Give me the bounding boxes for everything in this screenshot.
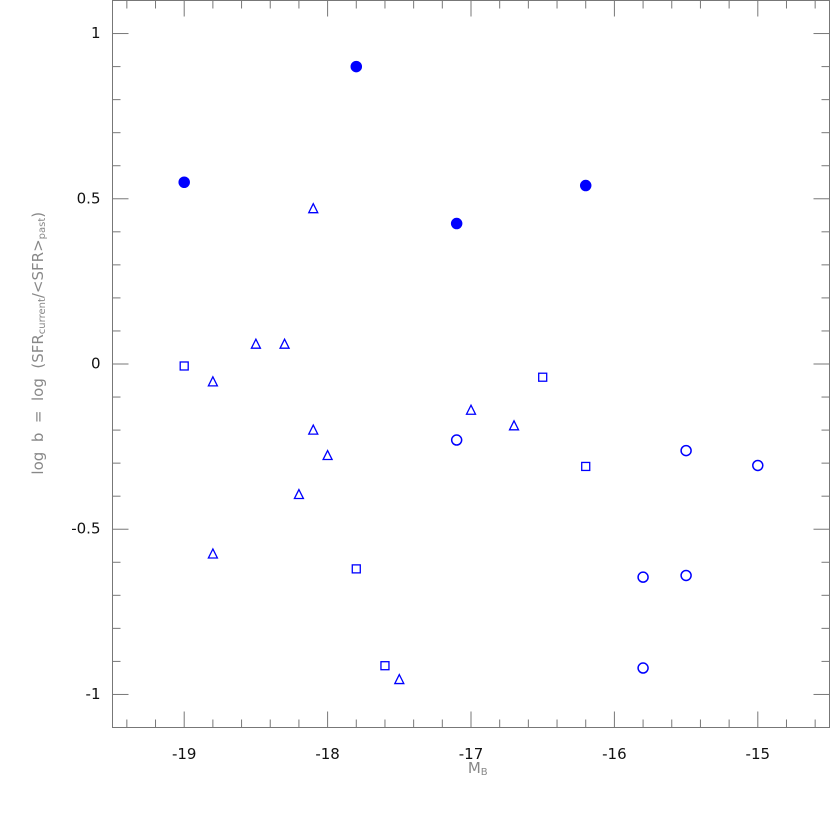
point: [207, 375, 219, 387]
y-title-sub: current: [37, 298, 48, 334]
y-title-part: ): [29, 212, 47, 218]
point: [465, 403, 477, 415]
point: [250, 337, 262, 349]
y-tick-label: -0.5: [71, 520, 100, 538]
point: [293, 488, 305, 500]
point: [307, 202, 319, 214]
y-axis-title: log b = log (SFRcurrent/<SFR>past): [29, 198, 49, 499]
point: [350, 60, 363, 73]
y-title-part: log b = log (SFR: [29, 334, 47, 474]
x-title-main: M: [468, 759, 481, 777]
x-tick-label: -18: [315, 745, 340, 763]
point: [351, 564, 361, 574]
y-title-part: /<SFR>: [29, 239, 47, 298]
point: [393, 673, 405, 685]
y-tick-label: 1: [91, 24, 101, 42]
point: [179, 361, 189, 371]
x-title-sub: B: [481, 767, 488, 778]
point: [680, 569, 692, 582]
y-tick-label: -1: [86, 685, 101, 703]
point: [680, 444, 692, 457]
point: [579, 179, 592, 192]
point: [450, 434, 463, 446]
y-tick-label: 0.5: [77, 189, 101, 207]
point: [637, 662, 649, 674]
x-axis-title: MB: [444, 759, 502, 781]
y-title-sub: past: [37, 218, 48, 240]
x-tick-label: -15: [746, 745, 771, 763]
y-tick-label: 0: [91, 355, 101, 373]
point: [307, 423, 319, 435]
point: [380, 661, 390, 671]
plot-frame: [112, 0, 830, 728]
point: [450, 217, 463, 230]
point: [581, 461, 591, 472]
point: [207, 547, 219, 559]
point: [279, 337, 291, 349]
x-tick-label: -19: [172, 745, 197, 763]
point: [637, 571, 649, 583]
point: [178, 176, 190, 188]
x-tick-label: -16: [602, 745, 627, 763]
point: [322, 449, 334, 461]
point: [508, 419, 520, 431]
point: [538, 372, 548, 382]
point: [752, 459, 764, 472]
x-tick-label: -17: [459, 745, 484, 763]
